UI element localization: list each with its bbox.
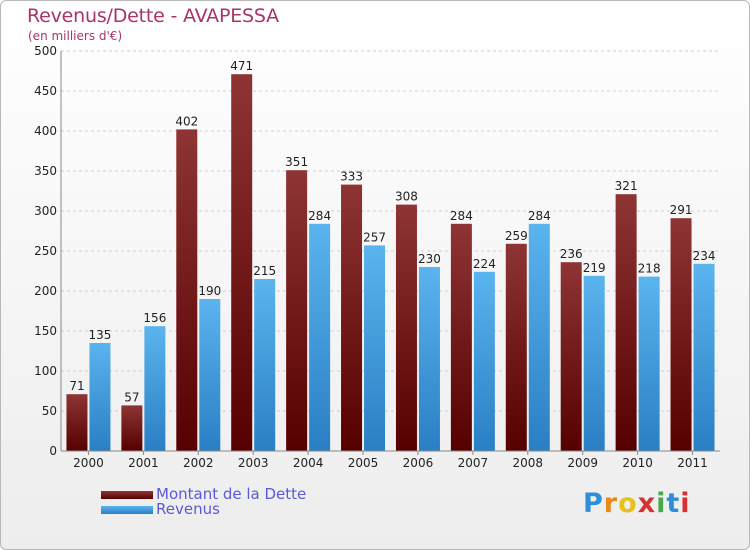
data-label: 351 (285, 155, 308, 169)
legend-label-debt: Montant de la Dette (156, 485, 307, 503)
bar-dette (341, 184, 363, 451)
bar-revenus (418, 267, 440, 451)
bar-dette (176, 129, 198, 451)
y-tick-label: 300 (34, 204, 57, 218)
bar-revenus (309, 223, 331, 451)
labels-layer: 71 135 57 156 402 190 471 215 351 284 333 257 308 230… (69, 59, 715, 404)
data-label: 333 (340, 170, 363, 184)
logo-letter: x (637, 488, 657, 519)
data-label: 308 (395, 190, 418, 204)
bar-revenus (89, 343, 111, 451)
data-label: 257 (363, 230, 386, 244)
y-tick-label: 450 (34, 84, 57, 98)
x-tick-label: 2009 (567, 456, 598, 470)
y-tick-label: 200 (34, 284, 57, 298)
data-label: 215 (253, 264, 276, 278)
logo-letter: t (666, 488, 681, 519)
bar-revenus (364, 245, 386, 451)
y-tick-label: 250 (34, 244, 57, 258)
bar-revenus (199, 299, 221, 451)
bar-revenus (473, 271, 495, 451)
logo-letter: P (583, 488, 604, 519)
y-tick-label: 50 (42, 404, 57, 418)
chart-subtitle: (en milliers d'€) (28, 29, 123, 43)
axes-layer: 0 50 100 150 200 250 300 350 400 450 500 2000 2001 20… (34, 44, 720, 470)
y-tick-label: 400 (34, 124, 57, 138)
data-label: 156 (143, 311, 166, 325)
data-label: 471 (230, 59, 253, 73)
x-tick-label: 2000 (73, 456, 104, 470)
bar-revenus (693, 263, 715, 451)
data-label: 218 (638, 262, 661, 276)
data-label: 219 (583, 261, 606, 275)
proxiti-logo: Proxiti (583, 488, 691, 519)
bar-dette (286, 170, 308, 451)
x-tick-label: 2008 (513, 456, 544, 470)
data-label: 224 (473, 257, 496, 271)
bar-dette (505, 243, 527, 451)
data-label: 321 (615, 179, 638, 193)
data-label: 402 (175, 114, 198, 128)
legend-swatch-revenus (101, 506, 153, 514)
data-label: 291 (670, 203, 693, 217)
bar-revenus (144, 326, 166, 451)
bar-dette (670, 218, 692, 451)
logo-letter: i (680, 488, 691, 519)
bar-dette (560, 262, 582, 451)
data-label: 230 (418, 252, 441, 266)
x-tick-label: 2004 (293, 456, 324, 470)
y-tick-label: 150 (34, 324, 57, 338)
bar-dette (66, 394, 88, 451)
logo-letter: o (618, 488, 638, 519)
data-label: 284 (450, 209, 473, 223)
y-tick-label: 0 (49, 444, 57, 458)
x-tick-label: 2001 (128, 456, 159, 470)
y-tick-label: 100 (34, 364, 57, 378)
chart-title: Revenus/Dette - AVAPESSA (27, 5, 279, 27)
data-label: 284 (308, 209, 331, 223)
data-label: 284 (528, 209, 551, 223)
data-label: 234 (693, 249, 716, 263)
bars-layer (66, 74, 715, 451)
x-tick-label: 2002 (183, 456, 214, 470)
x-tick-label: 2010 (622, 456, 653, 470)
bar-dette (450, 223, 472, 451)
bar-dette (231, 74, 253, 451)
bar-revenus (528, 223, 550, 451)
y-tick-label: 350 (34, 164, 57, 178)
x-tick-label: 2003 (238, 456, 269, 470)
legend-label-revenus: Revenus (156, 500, 220, 518)
bar-dette (121, 405, 143, 451)
data-label: 135 (89, 328, 112, 342)
logo-letter: r (603, 488, 619, 519)
data-label: 71 (69, 379, 84, 393)
bar-revenus (583, 275, 605, 451)
data-label: 259 (505, 229, 528, 243)
logo-letter: i (656, 488, 667, 519)
bar-dette (615, 194, 637, 451)
bar-dette (395, 204, 417, 451)
bar-revenus (638, 276, 660, 451)
legend-swatch-debt (101, 491, 153, 499)
data-label: 236 (560, 247, 583, 261)
data-label: 57 (124, 390, 139, 404)
y-tick-label: 500 (34, 44, 57, 58)
x-tick-label: 2006 (403, 456, 434, 470)
x-tick-label: 2005 (348, 456, 379, 470)
bar-revenus (254, 279, 276, 451)
x-tick-label: 2007 (458, 456, 489, 470)
x-tick-label: 2011 (677, 456, 708, 470)
data-label: 190 (198, 284, 221, 298)
